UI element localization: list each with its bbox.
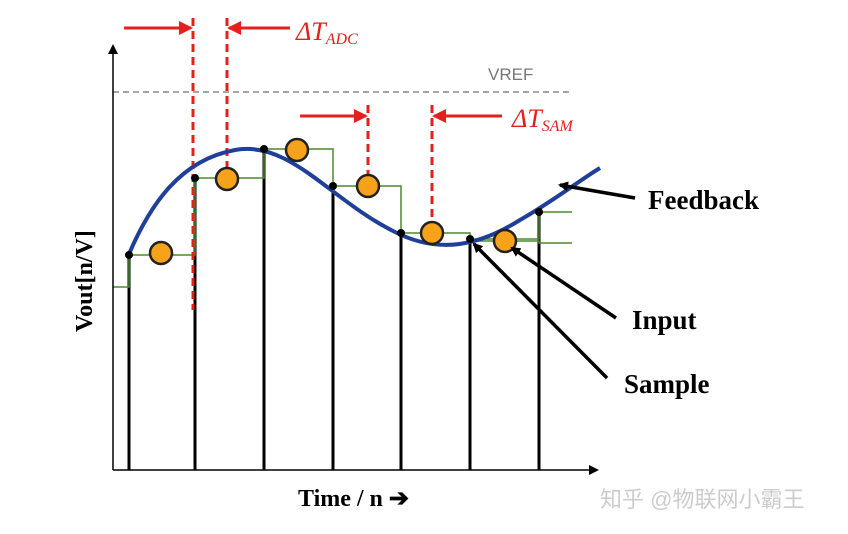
sample-label: Sample	[624, 369, 710, 399]
sample-point	[466, 235, 474, 243]
delta-t-adc-label: ΔTADC	[295, 17, 358, 48]
input-markers	[148, 137, 518, 266]
input-marker	[284, 137, 310, 163]
delta-t-sam-label: ΔTSAM	[511, 104, 575, 135]
feedback-callout-arrow	[558, 181, 636, 200]
sample-point	[535, 208, 543, 216]
vref-label: VREF	[488, 65, 533, 84]
feedback-label: Feedback	[648, 185, 759, 215]
step-output-lower	[470, 240, 572, 244]
input-marker	[214, 166, 240, 192]
input-marker	[148, 240, 174, 266]
input-label: Input	[632, 305, 697, 335]
sample-point	[397, 229, 405, 237]
timing-markers	[191, 18, 434, 310]
sample-point	[329, 182, 337, 190]
sample-point	[260, 145, 268, 153]
input-marker	[492, 228, 518, 254]
input-marker	[419, 220, 445, 246]
sample-callout-arrow	[472, 242, 609, 380]
input-callout-arrow	[510, 246, 617, 320]
watermark: 知乎 @物联网小霸王	[600, 487, 804, 512]
sample-stems	[127, 149, 541, 470]
sample-point	[125, 251, 133, 259]
sample-point	[191, 174, 199, 182]
feedback-curve	[127, 146, 602, 255]
sample-points	[125, 145, 543, 259]
input-marker	[355, 173, 381, 199]
y-axis-label: Vout[n/V]	[72, 230, 98, 332]
x-axis-label: Time / n ➔	[298, 486, 409, 512]
step-output-line	[113, 148, 572, 288]
